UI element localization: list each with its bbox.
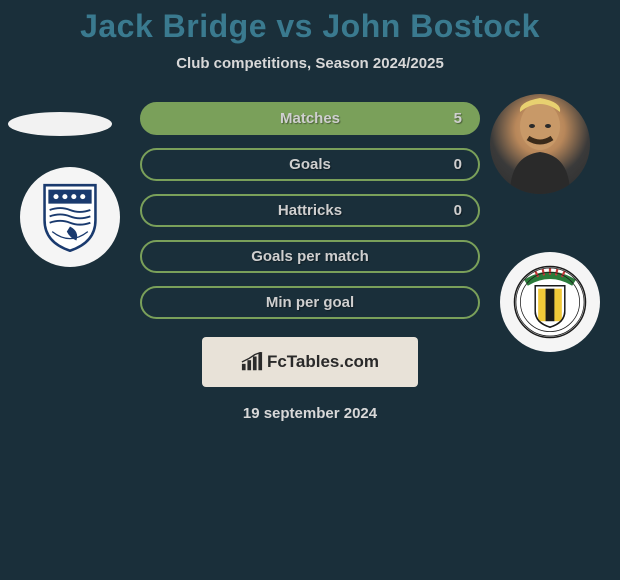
subtitle: Club competitions, Season 2024/2025 (0, 55, 620, 72)
stat-pill-hattricks: Hattricks 0 (140, 194, 480, 227)
player1-avatar (8, 112, 112, 136)
stat-pill-goals-per-match: Goals per match (140, 240, 480, 273)
stat-value-right: 0 (454, 156, 462, 173)
stat-value-right: 5 (454, 110, 462, 127)
brand-box: FcTables.com (202, 337, 418, 387)
brand-text: FcTables.com (267, 352, 379, 372)
stat-label: Matches (280, 110, 340, 127)
solihull-crest-icon (513, 265, 587, 339)
stat-value-right: 0 (454, 202, 462, 219)
stat-label: Goals per match (251, 248, 369, 265)
player2-silhouette-icon (490, 94, 590, 194)
player1-club-badge (20, 167, 120, 267)
stat-label: Hattricks (278, 202, 342, 219)
southend-crest-icon (35, 182, 105, 252)
stat-label: Goals (289, 156, 331, 173)
bar-chart-icon (241, 352, 263, 372)
player2-avatar (490, 94, 590, 194)
player2-club-badge (500, 252, 600, 352)
comparison-panel: Matches 5 Goals 0 Hattricks 0 Goals per … (0, 102, 620, 422)
stat-pill-goals: Goals 0 (140, 148, 480, 181)
stat-pill-min-per-goal: Min per goal (140, 286, 480, 319)
page-title: Jack Bridge vs John Bostock (0, 0, 620, 45)
stat-label: Min per goal (266, 294, 354, 311)
date-text: 19 september 2024 (0, 405, 620, 422)
stats-list: Matches 5 Goals 0 Hattricks 0 Goals per … (140, 102, 480, 319)
stat-pill-matches: Matches 5 (140, 102, 480, 135)
